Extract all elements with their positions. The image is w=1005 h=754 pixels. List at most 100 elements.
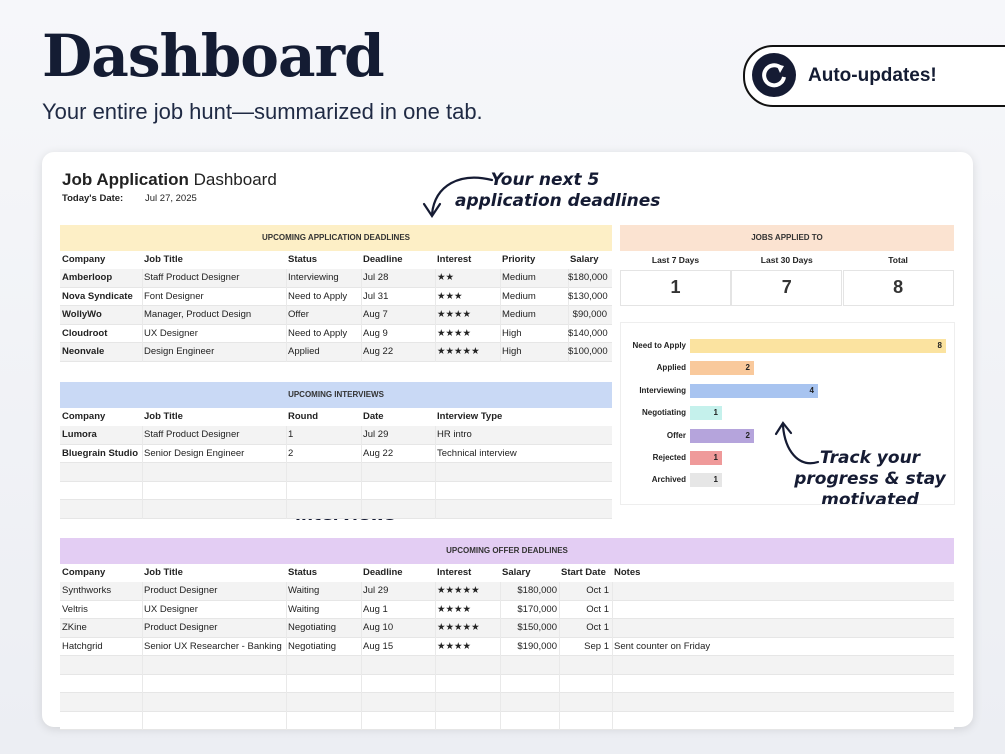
- column-header: Job Title: [144, 567, 183, 578]
- cell-divider: [286, 343, 287, 362]
- table-cell: UX Designer: [144, 327, 198, 339]
- table-cell: $180,000: [568, 272, 608, 283]
- table-row: [60, 306, 612, 325]
- table-row: [60, 582, 954, 601]
- cell-divider: [361, 444, 362, 463]
- column-header: Interview Type: [437, 411, 503, 422]
- table-cell: 1: [288, 429, 294, 440]
- cell-divider: [286, 269, 287, 288]
- table-cell: Oct 1: [586, 585, 609, 596]
- cell-divider: [361, 500, 362, 519]
- table-cell: ★★★★★: [437, 346, 480, 357]
- cell-divider: [142, 619, 143, 638]
- cell-divider: [500, 600, 501, 619]
- bar-value: 1: [713, 453, 718, 462]
- cell-divider: [559, 674, 560, 693]
- cell-divider: [142, 481, 143, 500]
- cell-divider: [142, 500, 143, 519]
- column-header: Company: [62, 254, 106, 265]
- table-cell: Medium: [502, 272, 536, 283]
- stat-value: 1: [670, 277, 681, 297]
- stat-cell: [842, 270, 954, 306]
- cell-divider: [142, 693, 143, 712]
- cell-divider: [435, 306, 436, 325]
- cell-divider: [286, 582, 287, 601]
- row-label: Nova Syndicate: [62, 290, 133, 302]
- cell-divider: [559, 656, 560, 675]
- table-cell: Jul 29: [363, 429, 389, 440]
- row-label: Lumora: [62, 429, 97, 440]
- table-cell: Need to Apply: [288, 290, 348, 302]
- cell-divider: [568, 287, 569, 306]
- table-row: [60, 426, 612, 445]
- table-cell: Sent counter on Friday: [614, 640, 711, 652]
- cell-divider: [500, 306, 501, 325]
- table-cell: Waiting: [288, 603, 320, 615]
- cell-divider: [435, 637, 436, 656]
- table-cell: Jul 31: [363, 290, 389, 302]
- table-cell: High: [502, 327, 522, 339]
- cell-divider: [142, 287, 143, 306]
- column-header: Company: [62, 567, 106, 578]
- cell-divider: [435, 426, 436, 445]
- bar-value: 2: [745, 430, 750, 440]
- cell-divider: [286, 481, 287, 500]
- table-cell: HR intro: [437, 429, 472, 440]
- cell-divider: [435, 500, 436, 519]
- table-header: JOBS APPLIED TO: [620, 225, 954, 251]
- column-header: Status: [288, 567, 318, 578]
- table-cell: $130,000: [568, 290, 608, 302]
- cell-divider: [559, 637, 560, 656]
- row-label: Veltris: [62, 603, 88, 615]
- bar: [690, 383, 818, 398]
- column-header: Company: [62, 411, 106, 422]
- row-label: Bluegrain Studio: [62, 447, 138, 459]
- table-cell: $180,000: [517, 585, 557, 596]
- table-cell: Oct 1: [586, 622, 609, 633]
- cell-divider: [361, 426, 362, 445]
- cell-divider: [361, 269, 362, 288]
- column-header: Start Date: [561, 567, 606, 578]
- table-header: UPCOMING OFFER DEADLINES: [60, 538, 954, 564]
- column-header: Salary: [570, 254, 599, 265]
- table-cell: Aug 1: [363, 603, 388, 615]
- cell-divider: [142, 269, 143, 288]
- cell-divider: [361, 582, 362, 601]
- cell-divider: [286, 306, 287, 325]
- table-cell: Aug 22: [363, 346, 394, 357]
- cell-divider: [361, 693, 362, 712]
- table-cell: ★★★★★: [437, 622, 480, 633]
- cell-divider: [361, 637, 362, 656]
- cell-divider: [435, 600, 436, 619]
- bar: [690, 473, 722, 488]
- table-cell: Jul 29: [363, 585, 389, 596]
- table-cell: Product Designer: [144, 622, 218, 633]
- table-row: [60, 444, 612, 463]
- column-header: Status: [288, 254, 318, 265]
- cell-divider: [500, 674, 501, 693]
- cell-divider: [435, 463, 436, 482]
- cell-divider: [286, 287, 287, 306]
- cell-divider: [612, 711, 613, 730]
- table-cell: Negotiating: [288, 640, 337, 652]
- cell-divider: [500, 637, 501, 656]
- table-cell: Product Designer: [144, 585, 218, 596]
- table-cell: ★★: [437, 272, 455, 283]
- table-cell: Oct 1: [586, 603, 609, 615]
- table-cell: Need to Apply: [288, 327, 348, 339]
- cell-divider: [286, 711, 287, 730]
- table-row: [60, 693, 954, 712]
- cell-divider: [435, 674, 436, 693]
- row-label: Synthworks: [62, 585, 112, 596]
- cell-divider: [361, 656, 362, 675]
- table-cell: Aug 22: [363, 447, 394, 459]
- table-row: [60, 463, 612, 482]
- column-header: Date: [363, 411, 384, 422]
- cell-divider: [286, 600, 287, 619]
- table-row: [60, 500, 612, 519]
- cell-divider: [559, 600, 560, 619]
- cell-divider: [500, 619, 501, 638]
- table-cell: $100,000: [568, 346, 608, 357]
- stat-value: 7: [781, 277, 792, 297]
- cell-divider: [612, 600, 613, 619]
